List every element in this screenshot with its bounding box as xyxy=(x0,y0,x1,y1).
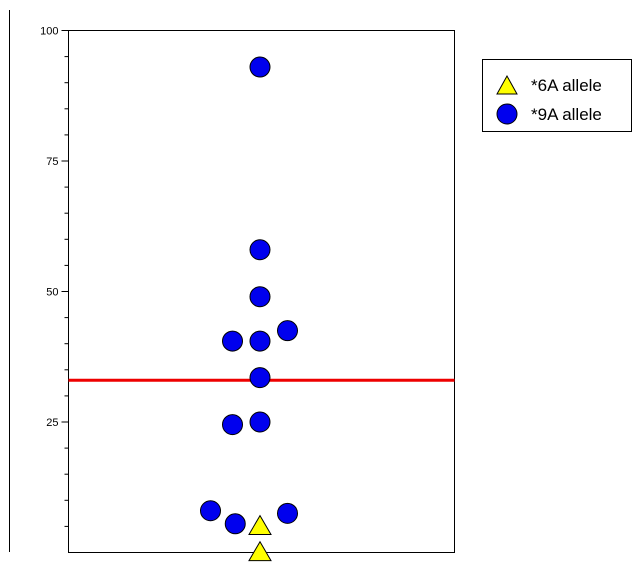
data-point-9a-allele xyxy=(277,320,298,342)
data-point-9a-allele xyxy=(249,56,271,78)
data-point-9a-allele xyxy=(277,502,298,524)
legend-label-6a: *6A allele xyxy=(531,76,602,95)
legend-triangle-marker xyxy=(496,74,518,95)
data-point-9a-allele xyxy=(249,239,271,261)
data-point-9a-allele xyxy=(222,414,243,436)
y-axis: 25 50 75 100 xyxy=(40,26,69,527)
y-tick-label: 50 xyxy=(46,287,58,299)
legend: *6A allele *9A allele xyxy=(482,59,632,132)
data-point-9a-allele xyxy=(249,330,271,352)
data-points-layer xyxy=(200,56,298,562)
data-point-9a-allele xyxy=(249,286,271,308)
y-tick-label: 75 xyxy=(46,156,58,168)
data-point-6a-allele xyxy=(248,514,272,535)
data-point-9a-allele xyxy=(222,330,243,352)
data-point-9a-allele xyxy=(224,513,246,535)
legend-label-9a: *9A allele xyxy=(531,105,602,124)
data-point-6a-allele xyxy=(248,540,272,562)
legend-circle-marker xyxy=(496,103,518,125)
y-tick-label: 25 xyxy=(46,417,58,429)
data-point-9a-allele xyxy=(200,500,221,522)
data-point-9a-allele xyxy=(249,367,271,389)
data-point-9a-allele xyxy=(249,411,271,433)
y-tick-label: 100 xyxy=(40,26,58,38)
